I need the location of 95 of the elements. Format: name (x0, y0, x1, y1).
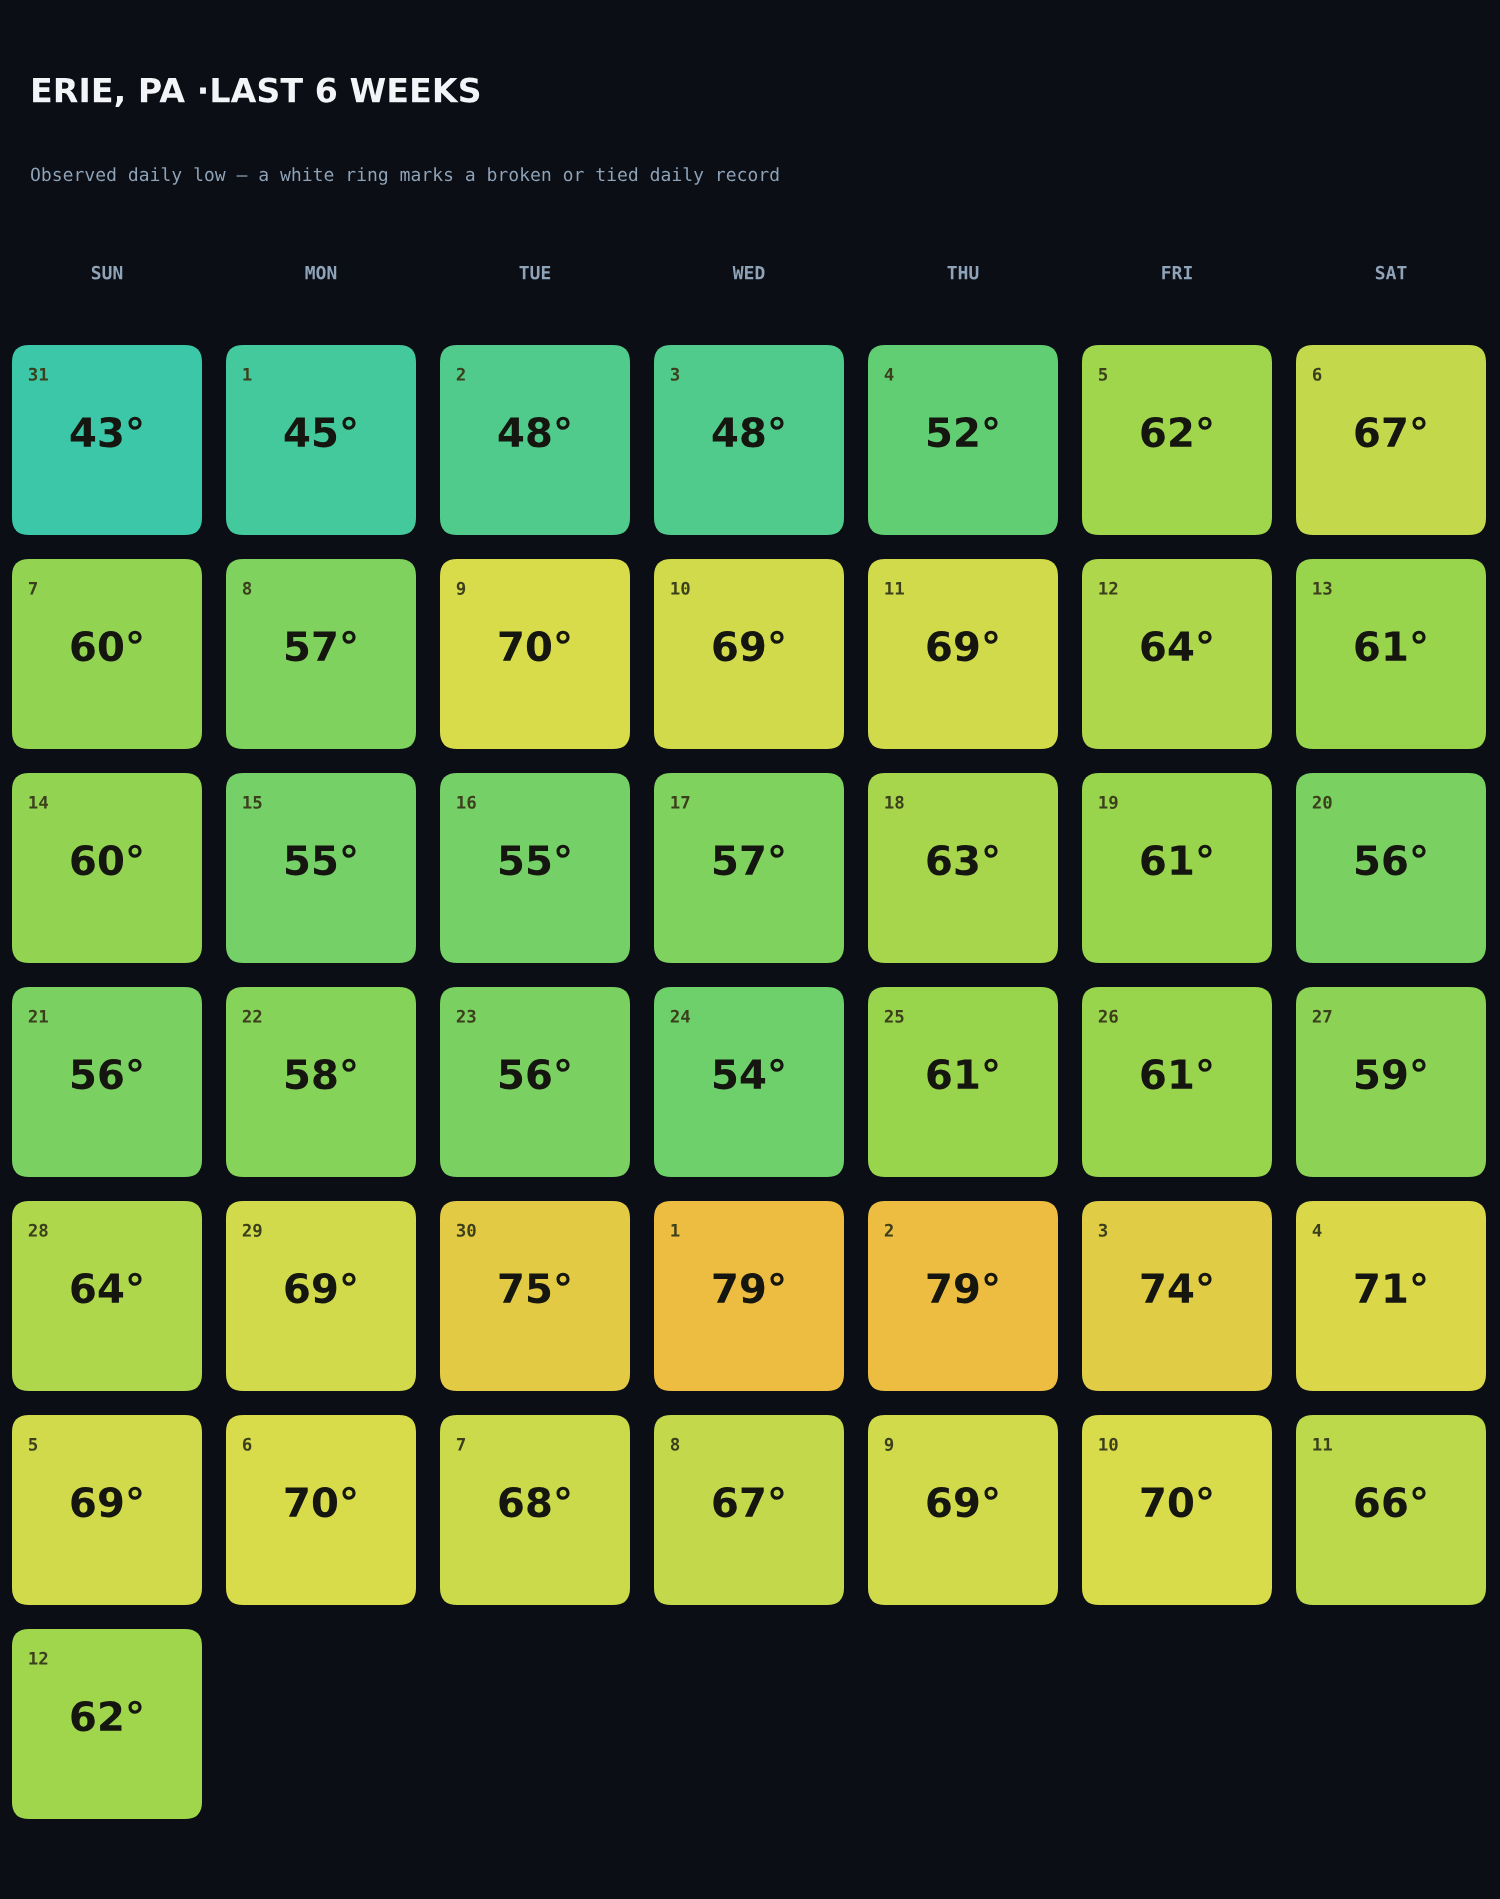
data-label: 45° (284, 416, 356, 448)
annotation: 27 (1312, 1009, 1332, 1023)
data-label: 69° (927, 1486, 998, 1518)
data-label: 61° (1141, 844, 1212, 876)
x-tick-label: SAT (1375, 265, 1407, 280)
data-label: 48° (712, 416, 784, 448)
data-label: 52° (928, 416, 998, 448)
annotation: 18 (885, 795, 904, 809)
annotation: 4 (884, 367, 894, 381)
data-label: 61° (1141, 1058, 1212, 1090)
data-label: 57° (286, 630, 356, 662)
data-label: 75° (499, 1272, 570, 1304)
data-label: 61° (927, 1058, 998, 1090)
data-label: 62° (1141, 416, 1212, 448)
annotation: 25 (884, 1009, 904, 1023)
data-label: 54° (714, 1058, 784, 1090)
data-label: 55° (500, 844, 570, 876)
annotation: 9 (456, 581, 466, 595)
chart-title: ERIE, PA ·LAST 6 WEEKS (33, 77, 480, 107)
annotation: 29 (242, 1223, 262, 1237)
x-tick-label: THU (947, 266, 979, 280)
annotation: 10 (671, 581, 690, 595)
annotation: 19 (1099, 795, 1118, 809)
data-label: 67° (713, 1486, 784, 1518)
data-label: 56° (500, 1058, 570, 1090)
data-label: 57° (714, 844, 784, 876)
annotation: 13 (1313, 581, 1332, 595)
data-label: 74° (1141, 1272, 1212, 1303)
annotation: 4 (1312, 1223, 1322, 1237)
data-label: 64° (1141, 630, 1212, 662)
annotation: 7 (456, 1437, 465, 1451)
annotation: 7 (28, 581, 37, 595)
annotation: 5 (1099, 367, 1108, 381)
data-label: 56° (72, 1058, 142, 1090)
annotation: 28 (28, 1223, 48, 1237)
data-label: 59° (1356, 1058, 1426, 1090)
data-label: 56° (1356, 844, 1426, 876)
annotation: 10 (1099, 1437, 1118, 1451)
chart-subtitle: Observed daily low — a white ring marks a broken or tied daily record (31, 167, 779, 185)
data-label: 63° (927, 844, 998, 876)
annotation: 23 (456, 1009, 476, 1023)
data-label: 64° (71, 1272, 142, 1304)
data-label: 79° (713, 1272, 784, 1304)
annotation: 20 (1312, 795, 1332, 809)
data-label: 71° (1355, 1272, 1426, 1303)
data-label: 55° (286, 844, 356, 876)
data-label: 69° (285, 1272, 356, 1304)
x-tick-label: TUE (519, 266, 551, 280)
annotation: 15 (243, 795, 262, 809)
data-label: 43° (70, 416, 142, 448)
data-label: 66° (1355, 1486, 1426, 1518)
data-label: 61° (1355, 630, 1426, 662)
data-label: 60° (71, 630, 142, 662)
data-label: 69° (71, 1486, 142, 1518)
data-label: 69° (927, 630, 998, 662)
data-label: 48° (498, 416, 570, 448)
x-tick-label: FRI (1162, 266, 1192, 280)
annotation: 2 (456, 367, 465, 381)
data-label: 58° (286, 1058, 356, 1090)
x-tick-label: SUN (91, 265, 123, 280)
annotation: 8 (242, 581, 252, 595)
x-tick-label: MON (305, 265, 337, 280)
annotation: 9 (884, 1437, 894, 1451)
data-label: 60° (71, 844, 142, 876)
annotation: 11 (1313, 1437, 1332, 1451)
annotation: 12 (1099, 581, 1118, 595)
annotation: 8 (670, 1437, 680, 1451)
annotation: 6 (1312, 367, 1322, 381)
annotation: 16 (457, 795, 476, 809)
annotation: 14 (29, 795, 48, 809)
annotation: 1 (671, 1223, 680, 1237)
annotation: 5 (29, 1437, 38, 1451)
annotation: 24 (670, 1009, 690, 1023)
annotation: 31 (28, 367, 48, 381)
annotation: 26 (1098, 1009, 1118, 1023)
data-label: 67° (1355, 416, 1426, 448)
data-label: 79° (927, 1272, 998, 1304)
annotation: 30 (456, 1223, 476, 1237)
data-label: 70° (499, 630, 570, 662)
annotation: 17 (671, 795, 690, 809)
annotation: 1 (243, 367, 252, 381)
annotation: 3 (670, 367, 680, 381)
data-label: 70° (1141, 1486, 1212, 1518)
data-label: 69° (713, 630, 784, 662)
annotation: 6 (242, 1437, 252, 1451)
annotation: 12 (29, 1651, 48, 1665)
annotation: 11 (885, 581, 904, 595)
annotation: 3 (1098, 1223, 1108, 1237)
data-label: 70° (285, 1486, 356, 1518)
annotation: 21 (28, 1009, 48, 1023)
annotation: 2 (884, 1223, 893, 1237)
data-label: 68° (499, 1486, 570, 1518)
annotation: 22 (242, 1009, 262, 1023)
data-label: 62° (71, 1700, 142, 1732)
x-tick-label: WED (732, 266, 765, 280)
